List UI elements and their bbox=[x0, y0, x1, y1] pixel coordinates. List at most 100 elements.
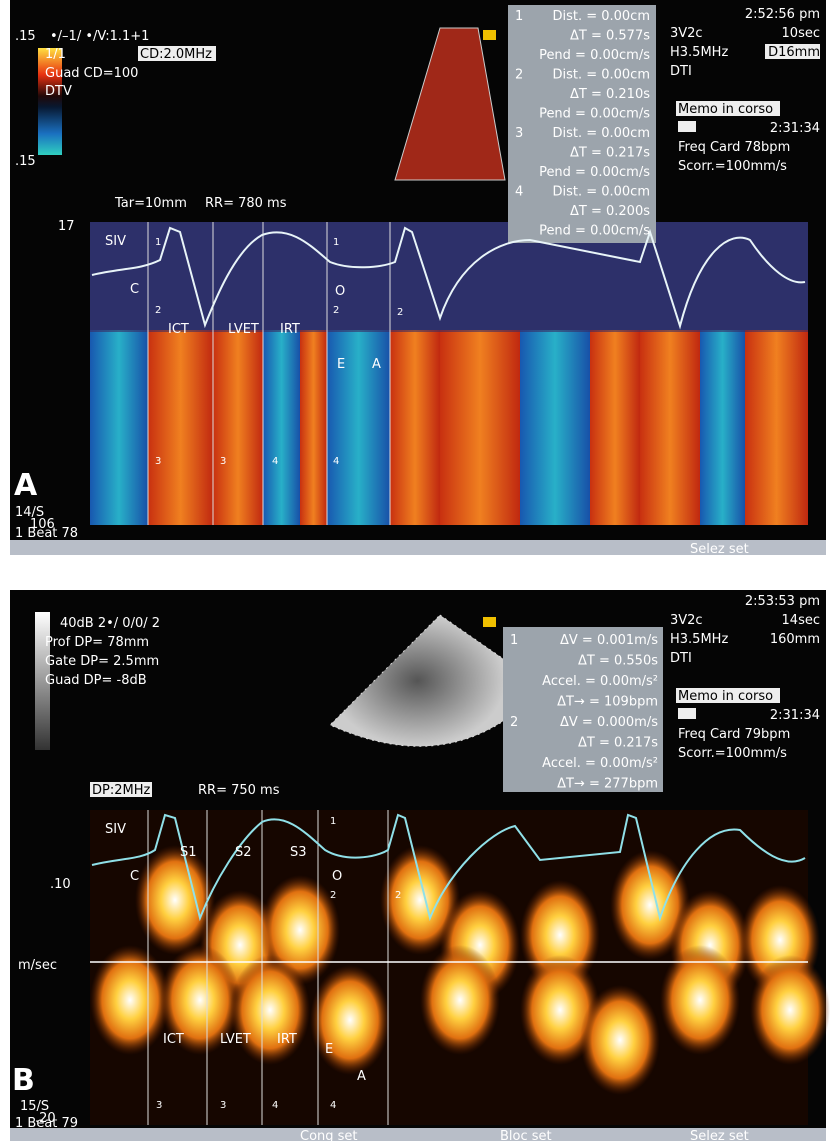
label: DP:2MHz bbox=[92, 783, 150, 798]
color-bar bbox=[38, 48, 62, 155]
label: S3 bbox=[290, 845, 307, 860]
label: DTI bbox=[670, 651, 692, 666]
label: A bbox=[372, 357, 381, 372]
label: .10 bbox=[50, 877, 71, 892]
doppler-flame bbox=[750, 955, 830, 1065]
label: Scorr.=100mm/s bbox=[678, 746, 787, 761]
doppler-band bbox=[90, 330, 148, 525]
icon bbox=[483, 617, 496, 627]
doppler-flame bbox=[580, 985, 660, 1095]
memo-icon bbox=[678, 708, 696, 719]
label: 10sec bbox=[782, 26, 820, 41]
label: SIV bbox=[105, 234, 126, 249]
measurement: ΔT→ = 277bpm bbox=[557, 777, 658, 792]
label: 3V2c bbox=[670, 26, 703, 41]
label: 1/1 bbox=[45, 47, 66, 62]
doppler-band bbox=[300, 330, 327, 525]
measure-index: 1 bbox=[515, 9, 523, 24]
marker: 2 bbox=[395, 890, 401, 901]
measurement: ΔT = 0.200s bbox=[570, 204, 650, 219]
label: D16mm bbox=[768, 45, 820, 60]
tissue-doppler bbox=[90, 222, 808, 525]
marker: 3 bbox=[220, 1100, 226, 1111]
label: DTI bbox=[670, 64, 692, 79]
menu-item: Cong set bbox=[300, 1129, 358, 1141]
label: Memo in corso bbox=[678, 689, 773, 704]
memo-icon bbox=[678, 121, 696, 132]
label: ICT bbox=[163, 1032, 184, 1047]
label: C bbox=[130, 869, 139, 884]
doppler-band bbox=[520, 330, 590, 525]
measurement: Dist. = 0.00cm bbox=[552, 68, 650, 83]
doppler-band bbox=[700, 330, 745, 525]
label: Freq Card 79bpm bbox=[678, 727, 790, 742]
measurement: Accel. = 0.00m/s² bbox=[542, 756, 658, 771]
doppler-band bbox=[263, 330, 300, 525]
label: E bbox=[325, 1042, 333, 1057]
label: 2:31:34 bbox=[770, 708, 820, 723]
label: O bbox=[335, 284, 345, 299]
marker: 2 bbox=[397, 307, 403, 318]
label: O bbox=[332, 869, 342, 884]
measurement: Dist. = 0.00cm bbox=[552, 126, 650, 141]
doppler-band bbox=[745, 330, 808, 525]
measurement: ΔV = 0.000m/s bbox=[560, 715, 658, 730]
label: IRT bbox=[280, 322, 300, 337]
panel-letter: B bbox=[12, 1063, 35, 1098]
label: 40dB 2•/ 0/0/ 2 bbox=[60, 616, 160, 631]
marker: 3 bbox=[155, 456, 161, 467]
marker: 1 bbox=[330, 816, 336, 827]
label: Freq Card 78bpm bbox=[678, 140, 790, 155]
label: Guad CD=100 bbox=[45, 66, 138, 81]
icon bbox=[483, 30, 496, 40]
label: Gate DP= 2.5mm bbox=[45, 654, 159, 669]
doppler-noise bbox=[90, 222, 808, 332]
label: S2 bbox=[235, 845, 252, 860]
doppler-band bbox=[213, 330, 263, 525]
measure-index: 2 bbox=[515, 68, 523, 83]
doppler-band bbox=[148, 330, 213, 525]
label: 2:53:53 pm bbox=[745, 594, 820, 609]
measurement: Accel. = 0.00m/s² bbox=[542, 674, 658, 689]
marker: 3 bbox=[220, 456, 226, 467]
label: LVET bbox=[228, 322, 259, 337]
label: .15 bbox=[15, 154, 36, 169]
doppler-band bbox=[590, 330, 640, 525]
menu-item: Selez set bbox=[690, 542, 749, 557]
label: .15 bbox=[15, 29, 36, 44]
measurement: ΔT = 0.550s bbox=[578, 654, 658, 669]
label: S1 bbox=[180, 845, 197, 860]
menu-item: Selez set bbox=[690, 1129, 749, 1141]
measurement: Pend = 0.00cm/s bbox=[539, 165, 650, 180]
doppler-band bbox=[390, 330, 440, 525]
doppler-flame bbox=[310, 965, 390, 1075]
marker: 4 bbox=[272, 1100, 278, 1111]
label: RR= 780 ms bbox=[205, 196, 287, 211]
pulsed-doppler bbox=[90, 810, 830, 1125]
measurement: Pend = 0.00cm/s bbox=[539, 224, 650, 239]
label: 1 Beat 79 bbox=[15, 1116, 78, 1131]
label: CD:2.0MHz bbox=[140, 47, 212, 62]
marker: 4 bbox=[330, 1100, 336, 1111]
measurement: Dist. = 0.00cm bbox=[552, 185, 650, 200]
label: 14sec bbox=[782, 613, 820, 628]
label: A bbox=[357, 1069, 366, 1084]
measurement: ΔV = 0.001m/s bbox=[560, 633, 658, 648]
label: SIV bbox=[105, 822, 126, 837]
menu-item: Bloc set bbox=[500, 1129, 552, 1141]
measurement: Pend = 0.00cm/s bbox=[539, 48, 650, 63]
measurement: Pend = 0.00cm/s bbox=[539, 107, 650, 122]
label: Prof DP= 78mm bbox=[45, 635, 149, 650]
marker: 4 bbox=[333, 456, 339, 467]
label: 17 bbox=[58, 219, 75, 234]
marker: 1 bbox=[155, 237, 161, 248]
measurement: Dist. = 0.00cm bbox=[552, 9, 650, 24]
label: Memo in corso bbox=[678, 102, 773, 117]
label: Scorr.=100mm/s bbox=[678, 159, 787, 174]
label: m/sec bbox=[18, 958, 57, 973]
measurement: ΔT = 0.217s bbox=[578, 736, 658, 751]
label: DTV bbox=[45, 84, 72, 99]
doppler-band bbox=[640, 330, 700, 525]
marker: 2 bbox=[330, 890, 336, 901]
marker: 2 bbox=[333, 305, 339, 316]
